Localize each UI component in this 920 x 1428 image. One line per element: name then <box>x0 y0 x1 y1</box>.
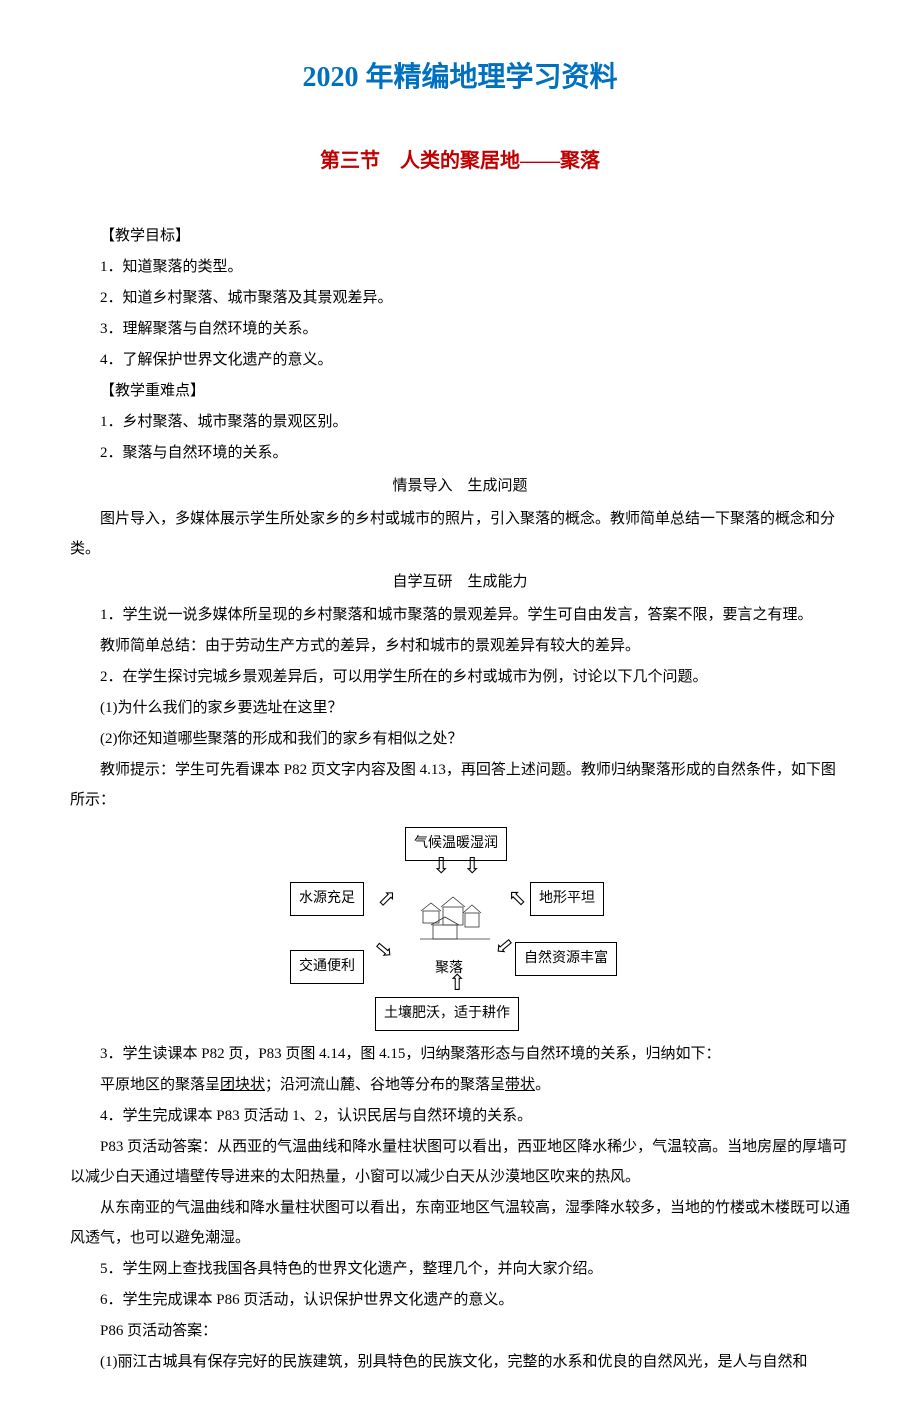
study-item: 5．学生网上查找我国各具特色的世界文化遗产，整理几个，并向大家介绍。 <box>70 1254 850 1284</box>
p86-answer: (1)丽江古城具有保存完好的民族建筑，别具特色的民族文化，完整的水系和优良的自然… <box>70 1347 850 1377</box>
p86-header: P86 页活动答案： <box>70 1316 850 1346</box>
diagram-label-right-top: 地形平坦 <box>530 882 604 916</box>
village-sketch-icon <box>415 889 495 944</box>
study-answer: P83 页活动答案：从西亚的气温曲线和降水量柱状图可以看出，西亚地区降水稀少，气… <box>70 1132 850 1192</box>
study-header: 自学互研 生成能力 <box>70 567 850 597</box>
diagram-label-left-bottom: 交通便利 <box>290 950 364 984</box>
diagram-wrapper: 气候温暖湿润 水源充足 地形平坦 交通便利 自然资源丰富 土壤肥沃，适于耕作 聚… <box>70 827 850 1027</box>
arrow-icon: ⇩ <box>432 855 450 877</box>
study-item: 1．学生说一说多媒体所呈现的乡村聚落和城市聚落的景观差异。学生可自由发言，答案不… <box>70 600 850 630</box>
settlement-diagram: 气候温暖湿润 水源充足 地形平坦 交通便利 自然资源丰富 土壤肥沃，适于耕作 聚… <box>260 827 660 1027</box>
text-segment: 平原地区的聚落呈 <box>100 1077 220 1093</box>
keypoints-header: 【教学重难点】 <box>70 376 850 406</box>
scene-header: 情景导入 生成问题 <box>70 471 850 501</box>
goal-item: 3．理解聚落与自然环境的关系。 <box>70 314 850 344</box>
diagram-label-top: 气候温暖湿润 <box>405 827 507 861</box>
arrow-icon: ⇦ <box>503 884 532 913</box>
goal-item: 2．知道乡村聚落、城市聚落及其景观差异。 <box>70 283 850 313</box>
scene-text: 图片导入，多媒体展示学生所处家乡的乡村或城市的照片，引入聚落的概念。教师简单总结… <box>70 504 850 564</box>
arrow-icon: ⇨ <box>370 936 398 965</box>
study-hint: 教师提示：学生可先看课本 P82 页文字内容及图 4.13，再回答上述问题。教师… <box>70 755 850 815</box>
goal-item: 1．知道聚落的类型。 <box>70 252 850 282</box>
arrow-icon: ⇩ <box>463 855 481 877</box>
arrow-icon: ⇧ <box>448 972 466 994</box>
underline-text: 带状 <box>505 1077 535 1093</box>
diagram-label-right-bottom: 自然资源丰富 <box>515 942 617 976</box>
study-item: 4．学生完成课本 P83 页活动 1、2，认识民居与自然环境的关系。 <box>70 1101 850 1131</box>
goal-item: 4．了解保护世界文化遗产的意义。 <box>70 345 850 375</box>
study-conclusion: 平原地区的聚落呈团块状；沿河流山麓、谷地等分布的聚落呈带状。 <box>70 1070 850 1100</box>
keypoint-item: 2．聚落与自然环境的关系。 <box>70 438 850 468</box>
text-segment: 。 <box>535 1077 550 1093</box>
study-item: 3．学生读课本 P82 页，P83 页图 4.14，图 4.15，归纳聚落形态与… <box>70 1039 850 1069</box>
study-question: (2)你还知道哪些聚落的形成和我们的家乡有相似之处？ <box>70 724 850 754</box>
study-item: 6．学生完成课本 P86 页活动，认识保护世界文化遗产的意义。 <box>70 1285 850 1315</box>
underline-text: 团块状 <box>220 1077 265 1093</box>
study-question: (1)为什么我们的家乡要选址在这里？ <box>70 693 850 723</box>
study-teacher-note: 教师简单总结：由于劳动生产方式的差异，乡村和城市的景观差异有较大的差异。 <box>70 631 850 661</box>
teaching-goals-header: 【教学目标】 <box>70 221 850 251</box>
diagram-label-left-top: 水源充足 <box>290 882 364 916</box>
arrow-icon: ⇨ <box>373 884 402 913</box>
diagram-label-bottom: 土壤肥沃，适于耕作 <box>375 997 519 1031</box>
text-segment: ；沿河流山麓、谷地等分布的聚落呈 <box>265 1077 505 1093</box>
sub-title: 第三节 人类的聚居地——聚落 <box>70 141 850 181</box>
keypoint-item: 1．乡村聚落、城市聚落的景观区别。 <box>70 407 850 437</box>
study-answer: 从东南亚的气温曲线和降水量柱状图可以看出，东南亚地区气温较高，湿季降水较多，当地… <box>70 1193 850 1253</box>
main-title: 2020 年精编地理学习资料 <box>70 50 850 106</box>
study-item: 2．在学生探讨完城乡景观差异后，可以用学生所在的乡村或城市为例，讨论以下几个问题… <box>70 662 850 692</box>
